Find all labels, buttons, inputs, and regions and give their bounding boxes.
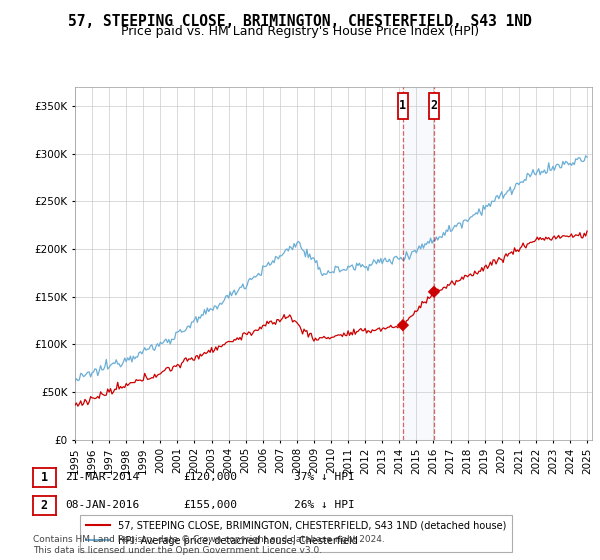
Text: Price paid vs. HM Land Registry's House Price Index (HPI): Price paid vs. HM Land Registry's House … (121, 25, 479, 38)
FancyBboxPatch shape (429, 92, 439, 119)
Point (398, 321, 408, 330)
Bar (403, 87, 434, 440)
Text: 37% ↓ HPI: 37% ↓ HPI (294, 472, 355, 482)
Text: 21-MAR-2014: 21-MAR-2014 (65, 472, 139, 482)
Text: 1: 1 (400, 99, 406, 113)
Text: £120,000: £120,000 (183, 472, 237, 482)
Text: 57, STEEPING CLOSE, BRIMINGTON, CHESTERFIELD, S43 1ND: 57, STEEPING CLOSE, BRIMINGTON, CHESTERF… (68, 14, 532, 29)
Point (429, 287, 439, 296)
Text: 1: 1 (41, 471, 48, 484)
Text: £155,000: £155,000 (183, 500, 237, 510)
Text: 08-JAN-2016: 08-JAN-2016 (65, 500, 139, 510)
Text: Contains HM Land Registry data © Crown copyright and database right 2024.: Contains HM Land Registry data © Crown c… (33, 535, 385, 544)
FancyBboxPatch shape (398, 92, 407, 119)
Text: 2: 2 (430, 99, 437, 113)
Text: 2: 2 (41, 499, 48, 512)
Legend: 57, STEEPING CLOSE, BRIMINGTON, CHESTERFIELD, S43 1ND (detached house), HPI: Ave: 57, STEEPING CLOSE, BRIMINGTON, CHESTERF… (80, 515, 512, 552)
Text: 26% ↓ HPI: 26% ↓ HPI (294, 500, 355, 510)
Text: This data is licensed under the Open Government Licence v3.0.: This data is licensed under the Open Gov… (33, 546, 322, 555)
